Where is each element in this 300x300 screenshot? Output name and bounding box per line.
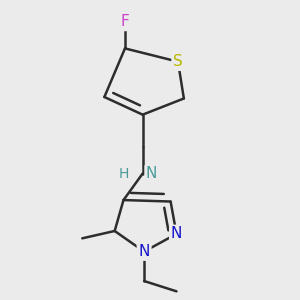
Text: N: N xyxy=(138,244,150,259)
Text: H: H xyxy=(119,167,129,181)
Text: N: N xyxy=(146,166,157,181)
Text: F: F xyxy=(121,14,129,29)
Text: N: N xyxy=(171,226,182,242)
Text: S: S xyxy=(173,54,183,69)
